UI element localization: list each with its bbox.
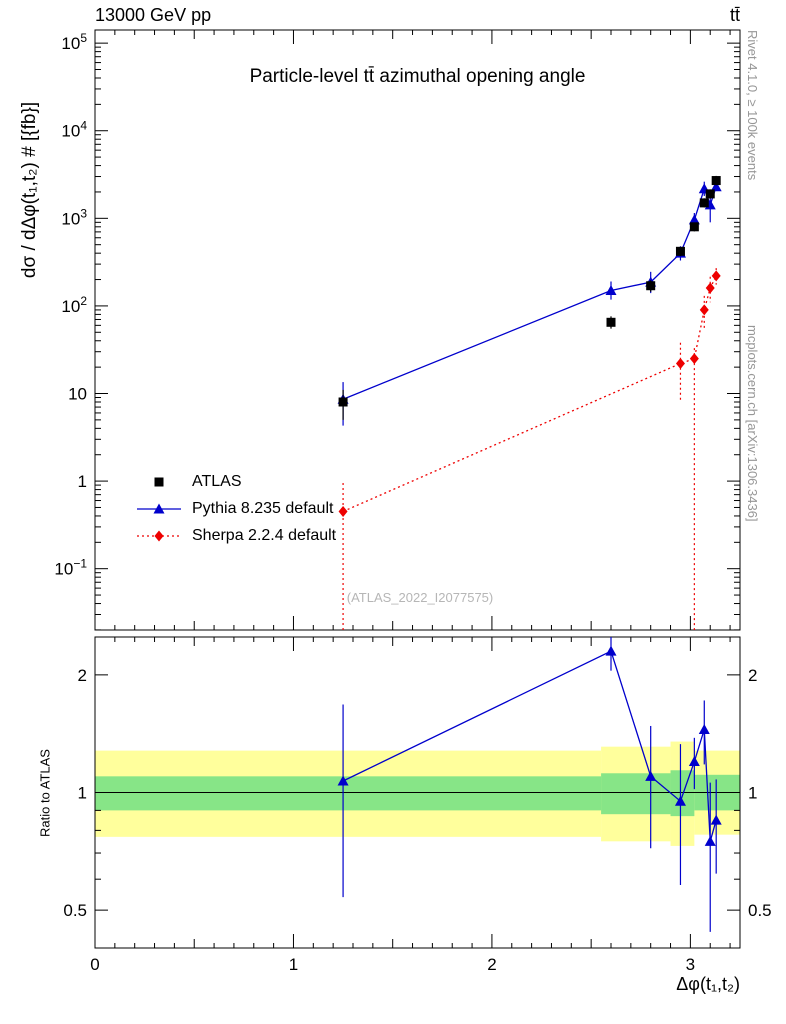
ratio-line bbox=[342, 650, 717, 842]
diamond-marker bbox=[338, 505, 348, 517]
triangle-marker bbox=[688, 756, 700, 767]
legend-label: ATLAS bbox=[192, 472, 242, 490]
y-tick-label: 103 bbox=[61, 206, 87, 228]
rivet-version-note: Rivet 4.1.0, ≥ 100k events bbox=[745, 30, 760, 181]
triangle-marker bbox=[710, 814, 722, 825]
y-tick-label: 10−1 bbox=[54, 557, 87, 579]
square-marker bbox=[646, 281, 656, 291]
green-band-segment bbox=[95, 776, 602, 811]
legend-square-marker-icon bbox=[154, 477, 164, 486]
square-marker bbox=[606, 317, 616, 327]
main-frame bbox=[94, 29, 741, 631]
square-marker bbox=[338, 397, 348, 407]
series-line bbox=[342, 186, 717, 400]
diamond-marker bbox=[699, 304, 709, 316]
diamond-marker bbox=[711, 270, 721, 282]
ratio-uncertainty-bands bbox=[95, 741, 740, 846]
square-marker bbox=[154, 477, 164, 486]
triangle-marker bbox=[688, 214, 700, 225]
legend-label: Sherpa 2.2.4 default bbox=[192, 526, 337, 544]
analysis-id-watermark: (ATLAS_2022_I2077575) bbox=[346, 590, 494, 605]
triangle-marker bbox=[698, 723, 710, 734]
mcplots-reference-note: mcplots.cern.ch [arXiv:1306.3436] bbox=[745, 325, 760, 522]
y-tick-label: 102 bbox=[61, 294, 87, 316]
legend-label: Pythia 8.235 default bbox=[192, 499, 334, 517]
main-series bbox=[337, 175, 722, 630]
legend-item: Pythia 8.235 default bbox=[135, 495, 336, 522]
ratio-tick-label: 2 bbox=[748, 666, 757, 685]
square-marker bbox=[689, 222, 699, 232]
triangle-marker bbox=[645, 770, 657, 781]
legend-item: Sherpa 2.2.4 default bbox=[135, 522, 336, 549]
ratio-y-axis-title: Ratio to ATLAS bbox=[37, 749, 53, 837]
legend-diamond-marker-icon bbox=[137, 530, 181, 541]
y-tick-label: 105 bbox=[61, 31, 87, 53]
x-axis-title: Δφ(t₁,t₂) bbox=[676, 974, 740, 994]
diamond-marker bbox=[705, 282, 715, 294]
axis-tick-labels: 10−1 1 10 102 103 104 105 0.5 0.5 1 1 2 2 0 1 2 3 bbox=[54, 31, 771, 974]
ratio-tick-label: 1 bbox=[78, 784, 87, 803]
ratio-tick-label: 0.5 bbox=[63, 901, 87, 920]
triangle-marker bbox=[153, 503, 165, 513]
green-band-segment bbox=[670, 770, 695, 817]
ratio-series bbox=[337, 637, 722, 932]
y-axis-title: dσ / dΔφ(t₁,t₂) # [{fb}] bbox=[19, 101, 40, 279]
ratio-tick-label: 2 bbox=[78, 666, 87, 685]
triangle-marker bbox=[674, 795, 686, 806]
diamond-marker bbox=[689, 353, 699, 365]
square-marker bbox=[675, 246, 685, 256]
x-tick-label: 3 bbox=[686, 955, 695, 974]
x-tick-label: 2 bbox=[487, 955, 496, 974]
triangle-marker bbox=[710, 181, 722, 192]
series-atlas bbox=[338, 175, 721, 420]
process-label: tt̄ bbox=[729, 5, 740, 25]
x-tick-label: 0 bbox=[90, 955, 99, 974]
ratio-tick-label: 1 bbox=[748, 784, 757, 803]
axes bbox=[94, 29, 741, 949]
series-line bbox=[342, 275, 717, 513]
triangle-marker bbox=[605, 284, 617, 295]
y-tick-label: 1 bbox=[78, 472, 87, 491]
beam-energy-label: 13000 GeV pp bbox=[95, 5, 212, 25]
triangle-marker bbox=[704, 835, 716, 846]
x-tick-label: 1 bbox=[289, 955, 298, 974]
legend-triangle-marker-icon bbox=[137, 503, 181, 513]
y-tick-label: 10 bbox=[68, 385, 87, 404]
square-marker bbox=[699, 198, 709, 208]
series-sherpa-2-2-4-default bbox=[338, 268, 721, 630]
series-pythia-8-235-default bbox=[337, 181, 722, 426]
diamond-marker bbox=[675, 358, 685, 370]
square-marker bbox=[711, 176, 721, 186]
legend-item: ATLAS bbox=[135, 468, 336, 495]
square-marker bbox=[705, 189, 715, 199]
green-band-segment bbox=[601, 773, 671, 815]
diamond-marker bbox=[154, 530, 164, 541]
triangle-marker bbox=[337, 775, 349, 786]
triangle-marker bbox=[605, 645, 617, 656]
y-tick-label: 104 bbox=[61, 119, 87, 141]
legend: ATLAS Pythia 8.235 default Sherpa 2.2.4 de… bbox=[135, 468, 336, 549]
ratio-tick-label: 0.5 bbox=[748, 901, 772, 920]
plot-title: Particle-level tt̄ azimuthal opening ang… bbox=[249, 66, 586, 87]
